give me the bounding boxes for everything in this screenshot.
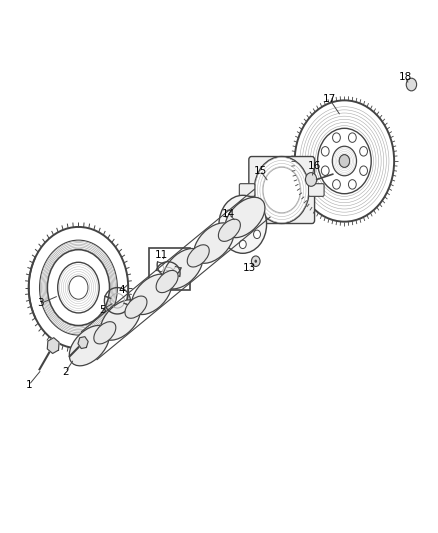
Bar [149,248,190,290]
Circle shape [239,240,246,248]
Ellipse shape [125,296,147,318]
Circle shape [254,157,309,223]
Ellipse shape [94,322,116,344]
Circle shape [219,195,267,253]
Ellipse shape [162,248,203,289]
Ellipse shape [225,197,265,238]
Circle shape [254,230,261,239]
Polygon shape [78,337,88,349]
Text: 13: 13 [243,263,256,273]
Text: 3: 3 [38,298,44,309]
Circle shape [349,133,356,142]
Circle shape [321,166,329,175]
Circle shape [254,210,261,219]
Circle shape [254,260,257,263]
Circle shape [349,180,356,189]
Text: 5: 5 [99,305,106,315]
Polygon shape [47,338,59,353]
Circle shape [225,230,232,239]
Ellipse shape [69,326,109,366]
Circle shape [251,256,260,266]
Circle shape [339,155,350,167]
Ellipse shape [187,245,209,267]
FancyBboxPatch shape [239,184,255,196]
Ellipse shape [100,300,141,340]
Circle shape [305,173,317,187]
FancyBboxPatch shape [249,157,314,223]
Ellipse shape [219,219,240,241]
Ellipse shape [156,270,178,293]
Text: 17: 17 [323,94,336,104]
Circle shape [406,78,417,91]
Ellipse shape [131,274,172,314]
Text: 15: 15 [254,166,267,175]
Circle shape [332,133,340,142]
Text: 18: 18 [398,71,412,82]
FancyBboxPatch shape [308,184,324,196]
Circle shape [225,210,232,219]
Text: 16: 16 [307,161,321,171]
Text: 14: 14 [222,209,235,219]
Text: 2: 2 [62,367,69,377]
Text: 11: 11 [155,250,169,260]
Circle shape [321,147,329,156]
Text: 4: 4 [118,285,125,295]
Ellipse shape [194,223,234,263]
Circle shape [332,180,340,189]
Circle shape [237,218,248,231]
Circle shape [360,147,367,156]
Circle shape [360,166,367,175]
Text: 1: 1 [25,380,32,390]
Circle shape [239,200,246,208]
